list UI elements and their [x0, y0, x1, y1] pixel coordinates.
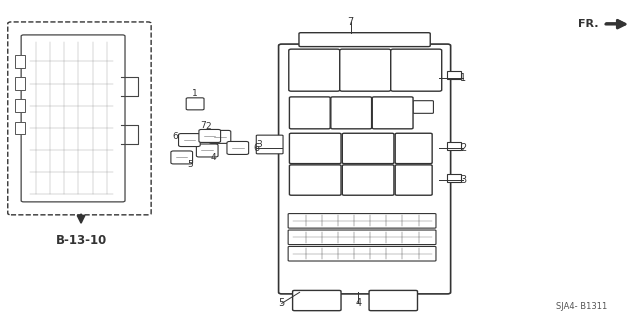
FancyBboxPatch shape: [413, 101, 433, 113]
FancyBboxPatch shape: [395, 165, 432, 195]
Text: 1: 1: [192, 89, 198, 98]
FancyBboxPatch shape: [8, 22, 151, 215]
Text: 3: 3: [257, 140, 262, 149]
FancyArrowPatch shape: [606, 21, 623, 26]
FancyBboxPatch shape: [289, 49, 340, 91]
FancyBboxPatch shape: [292, 290, 341, 311]
Text: 3: 3: [460, 175, 467, 185]
FancyBboxPatch shape: [256, 135, 283, 154]
Text: 1: 1: [460, 73, 467, 83]
Text: 2: 2: [205, 122, 211, 131]
FancyBboxPatch shape: [199, 130, 221, 142]
Text: 4: 4: [211, 153, 216, 162]
Text: FR.: FR.: [578, 19, 598, 28]
Text: 5: 5: [278, 298, 285, 308]
Bar: [15, 77, 25, 90]
FancyBboxPatch shape: [299, 33, 430, 47]
Text: 7: 7: [348, 17, 354, 27]
Bar: [15, 100, 25, 112]
Bar: [447, 174, 461, 182]
FancyBboxPatch shape: [288, 214, 436, 228]
FancyBboxPatch shape: [369, 290, 417, 311]
FancyBboxPatch shape: [21, 35, 125, 202]
Bar: [447, 71, 461, 79]
Text: 6: 6: [253, 144, 259, 153]
Text: 6: 6: [172, 132, 178, 141]
Bar: [15, 55, 25, 68]
FancyBboxPatch shape: [288, 247, 436, 261]
Text: B-13-10: B-13-10: [56, 234, 107, 247]
FancyBboxPatch shape: [278, 44, 451, 294]
FancyBboxPatch shape: [340, 49, 391, 91]
FancyBboxPatch shape: [342, 165, 394, 195]
FancyBboxPatch shape: [372, 97, 413, 129]
FancyBboxPatch shape: [289, 133, 341, 164]
FancyBboxPatch shape: [331, 97, 372, 129]
FancyBboxPatch shape: [289, 165, 341, 195]
FancyBboxPatch shape: [395, 133, 432, 164]
Text: 5: 5: [187, 160, 193, 169]
Text: 7: 7: [200, 121, 206, 130]
Text: SJA4- B1311: SJA4- B1311: [556, 302, 607, 311]
Text: 2: 2: [460, 144, 467, 153]
Bar: [447, 142, 461, 150]
FancyBboxPatch shape: [288, 230, 436, 245]
FancyBboxPatch shape: [391, 49, 442, 91]
Text: 4: 4: [355, 298, 362, 308]
FancyBboxPatch shape: [186, 98, 204, 110]
FancyBboxPatch shape: [196, 144, 218, 157]
FancyBboxPatch shape: [342, 133, 394, 164]
FancyBboxPatch shape: [289, 97, 330, 129]
FancyBboxPatch shape: [171, 151, 193, 164]
FancyBboxPatch shape: [209, 130, 231, 143]
FancyBboxPatch shape: [227, 141, 248, 154]
FancyBboxPatch shape: [179, 134, 200, 146]
Bar: [15, 122, 25, 134]
